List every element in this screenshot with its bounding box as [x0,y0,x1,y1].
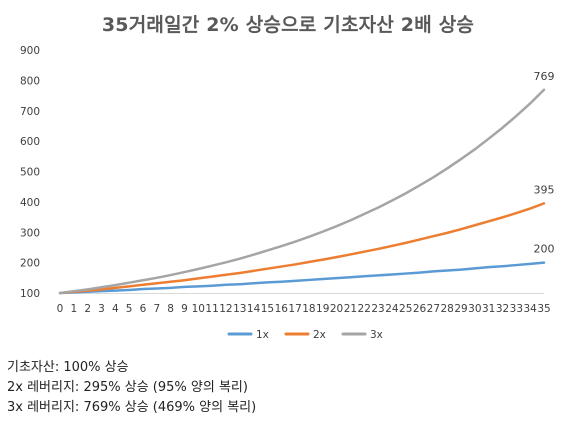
x-tick-label: 27 [427,303,440,315]
x-tick-label: 35 [537,303,550,315]
y-tick-label: 300 [20,227,40,239]
x-tick-label: 12 [219,303,232,315]
y-axis: 100 200 300 400 500 600 700 800 900 [20,45,40,300]
x-tick-label: 0 [57,303,64,315]
x-tick-label: 15 [261,303,274,315]
series-line-3x [58,88,546,295]
x-tick-label: 25 [399,303,412,315]
x-tick-label: 17 [288,303,301,315]
chart-legend: 1x 2x 3x [227,329,383,341]
x-tick-label: 2 [84,303,91,315]
legend-label-3x: 3x [370,329,383,341]
x-tick-label: 16 [275,303,289,315]
x-tick-label: 22 [358,303,371,315]
x-tick-label: 33 [510,303,523,315]
x-tick-label: 14 [247,303,261,315]
x-tick-label: 5 [126,303,133,315]
chart-title: 35거래일간 2% 상승으로 기초자산 2배 상승 [101,14,475,36]
x-tick-label: 9 [181,303,188,315]
y-tick-label: 600 [20,136,40,148]
x-tick-label: 7 [153,303,160,315]
note-2x-leverage: 2x 레버리지: 295% 상승 (95% 양의 복리) [7,380,248,395]
x-tick-label: 19 [316,303,329,315]
x-tick-label: 26 [413,303,427,315]
legend-label-1x: 1x [256,329,269,341]
notes-block: 기초자산: 100% 상승 2x 레버리지: 295% 상승 (95% 양의 복… [7,358,256,418]
note-base-asset: 기초자산: 100% 상승 [7,360,129,375]
data-label-1x: 200 [534,243,555,256]
x-tick-label: 32 [496,303,509,315]
x-tick-label: 1 [70,303,77,315]
y-tick-label: 500 [20,167,40,179]
x-tick-label: 11 [205,303,218,315]
x-tick-label: 4 [112,303,119,315]
data-label-2x: 395 [534,183,555,196]
x-tick-label: 34 [523,303,537,315]
y-tick-label: 400 [20,197,40,209]
x-tick-label: 6 [140,303,147,315]
x-tick-label: 31 [482,303,495,315]
note-3x-leverage: 3x 레버리지: 769% 상승 (469% 양의 복리) [7,400,257,415]
x-tick-label: 23 [371,303,384,315]
x-tick-label: 20 [330,303,343,315]
series-line-2x [58,202,546,295]
data-label-3x: 769 [534,70,555,83]
x-tick-label: 24 [385,303,399,315]
y-tick-label: 800 [20,75,40,87]
y-tick-label: 700 [20,106,40,118]
legend-label-2x: 2x [313,329,326,341]
y-tick-label: 900 [20,45,40,57]
x-tick-label: 29 [454,303,467,315]
x-tick-label: 30 [468,303,481,315]
y-tick-label: 200 [20,258,40,270]
x-tick-label: 18 [302,303,315,315]
x-tick-label: 10 [192,303,205,315]
series-lines [58,88,546,295]
series-line-1x [58,261,546,295]
y-tick-label: 100 [20,288,40,300]
x-tick-label: 13 [233,303,246,315]
x-axis: 0 1 2 3 4 5 6 7 8 9 10 11 12 13 14 15 16 17 18 19 20 21 22 23 24… [57,293,551,315]
x-tick-label: 3 [98,303,105,315]
data-labels: 200 395 769 [534,70,555,256]
x-tick-label: 8 [167,303,174,315]
x-tick-label: 28 [441,303,454,315]
x-tick-label: 21 [344,303,357,315]
